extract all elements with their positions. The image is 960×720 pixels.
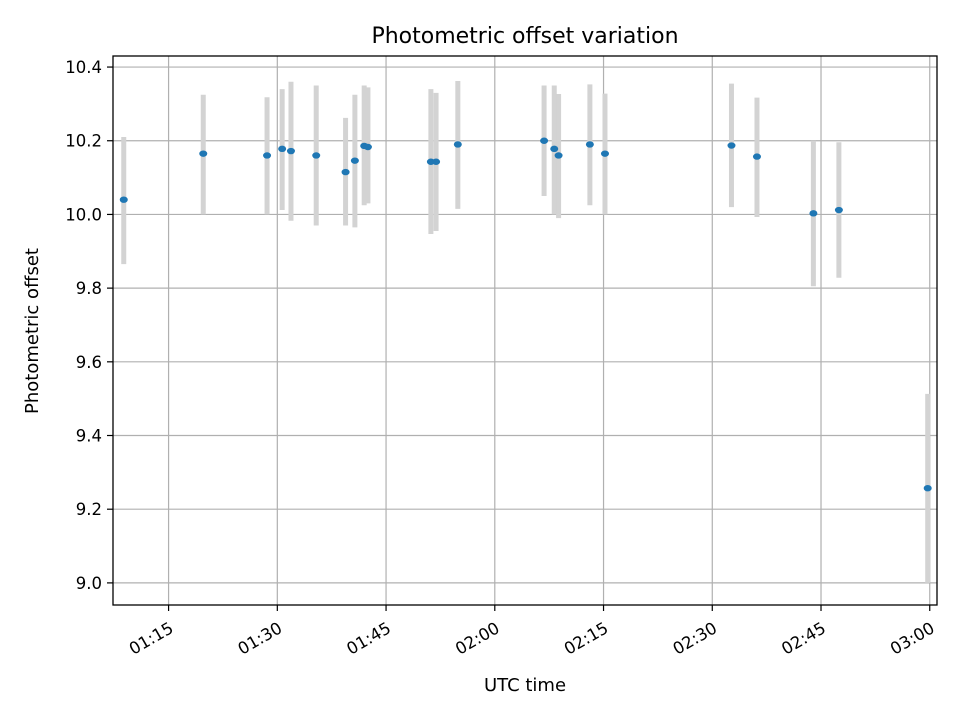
data-point	[432, 158, 441, 165]
data-point	[350, 157, 359, 164]
x-tick-label: 02:00	[452, 618, 503, 658]
y-tick-label: 10.2	[65, 132, 102, 151]
data-point	[278, 145, 287, 153]
y-tick-label: 9.0	[76, 574, 102, 593]
data-point	[119, 196, 128, 203]
y-tick-label: 9.6	[76, 353, 102, 372]
x-axis-label: UTC time	[484, 675, 566, 696]
x-tick-label: 01:45	[343, 618, 394, 658]
data-point	[540, 137, 549, 144]
data-point	[363, 143, 372, 151]
data-point	[453, 141, 462, 148]
data-point	[923, 484, 932, 492]
data-point	[809, 210, 818, 217]
data-point	[727, 142, 736, 149]
x-tick-label: 01:15	[126, 618, 177, 658]
x-tick-label: 03:00	[887, 618, 938, 658]
x-tick-label: 02:15	[561, 618, 612, 658]
y-tick-label: 10.4	[65, 58, 102, 77]
data-point	[752, 153, 761, 160]
data-point	[286, 147, 295, 155]
x-tick-label: 02:45	[778, 618, 829, 658]
y-tick-label: 9.2	[76, 500, 102, 519]
x-tick-label: 02:30	[670, 618, 721, 658]
y-axis-label: Photometric offset	[22, 248, 43, 414]
data-point	[600, 150, 609, 157]
plot-frame	[112, 55, 938, 606]
axis-ticks: 01:15 01:30 01:45 02:00 02:15 02:30 02:45 03:00…	[65, 58, 938, 659]
data-point	[263, 152, 272, 159]
data-point	[550, 145, 559, 153]
y-tick-label: 9.4	[76, 427, 102, 446]
data-point	[834, 206, 843, 214]
error-bars	[121, 81, 931, 583]
chart-title: Photometric offset variation	[371, 24, 678, 49]
data-point	[341, 168, 350, 176]
x-tick-label: 01:30	[235, 618, 286, 658]
y-tick-label: 10.0	[65, 205, 102, 224]
y-tick-label: 9.8	[76, 279, 102, 298]
data-point	[312, 152, 321, 159]
data-point	[585, 141, 594, 148]
data-point	[554, 152, 563, 159]
data-points	[119, 137, 932, 492]
data-point	[199, 150, 208, 157]
grid-lines	[113, 56, 937, 605]
